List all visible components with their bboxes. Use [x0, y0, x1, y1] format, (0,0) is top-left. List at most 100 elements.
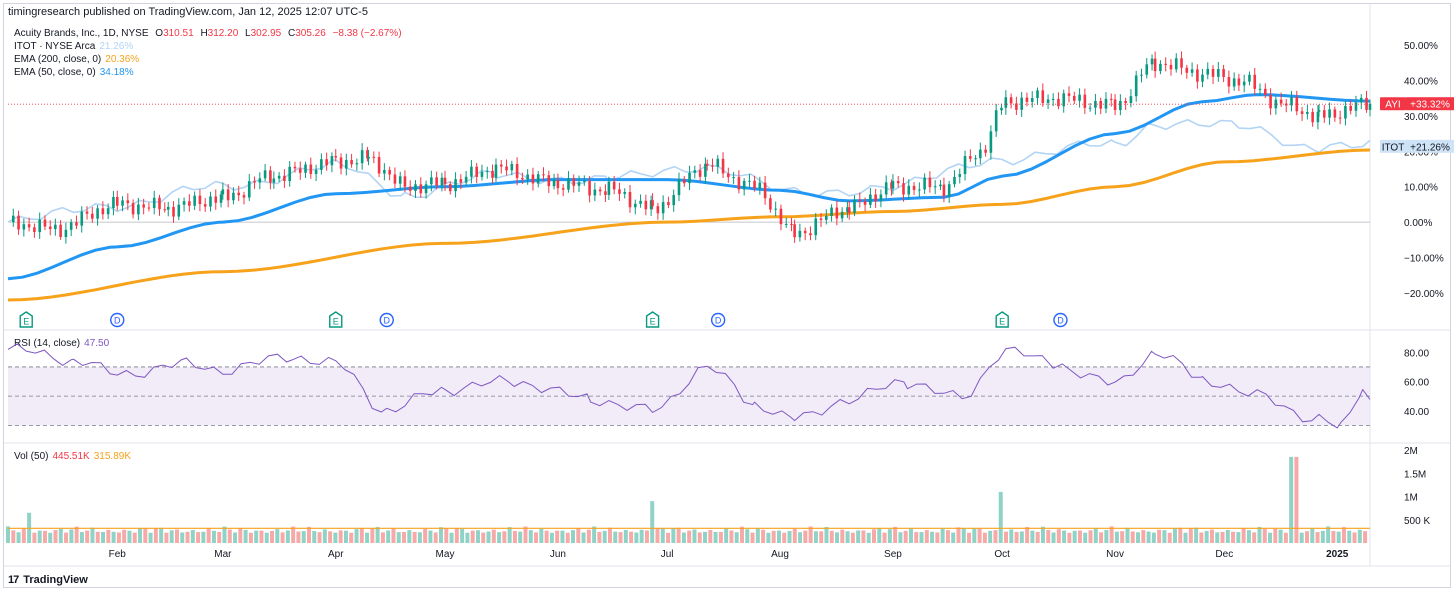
volume-bar	[919, 532, 924, 543]
volume-bar	[887, 529, 892, 543]
volume-bar	[644, 530, 649, 543]
tradingview-logo-icon: 17	[8, 574, 19, 586]
candle-body	[1134, 75, 1138, 97]
volume-bar	[555, 530, 560, 543]
candle-body	[688, 172, 691, 184]
volume-bar	[734, 532, 739, 543]
volume-bar	[845, 531, 850, 543]
volume-bar	[1030, 530, 1035, 543]
volume-bar	[407, 530, 412, 543]
volume-bar	[1120, 531, 1125, 543]
candle-body	[367, 156, 370, 159]
volume-bar	[1299, 532, 1304, 543]
candle-body	[979, 149, 982, 159]
legend-ema200-row[interactable]: EMA (200, close, 0) 20.36%	[14, 54, 140, 65]
volume-bar	[291, 526, 296, 543]
volume-bar	[285, 530, 290, 543]
volume-bar	[190, 530, 195, 543]
volume-bar	[227, 529, 232, 543]
volume-bar	[196, 532, 201, 543]
candle-body	[1274, 99, 1278, 109]
candle-body	[656, 206, 660, 214]
volume-bar	[306, 526, 311, 543]
candle-body	[408, 186, 412, 191]
volume-bar	[343, 530, 348, 543]
candle-body	[891, 181, 895, 189]
volume-bar	[259, 530, 264, 543]
candle-body	[403, 176, 407, 187]
candle-body	[847, 207, 851, 213]
candle-body	[38, 219, 41, 233]
candle-body	[779, 208, 783, 225]
legend-symbol-row[interactable]: Acuity Brands, Inc., 1D, NYSE O310.51 H3…	[14, 28, 410, 39]
candle-body	[1140, 74, 1143, 76]
legend-ema50-row[interactable]: EMA (50, close, 0) 34.18%	[14, 67, 134, 78]
volume-bar	[470, 530, 475, 543]
candle-body	[704, 163, 707, 177]
candle-body	[874, 194, 877, 202]
volume-bar	[750, 532, 755, 543]
candle-body	[298, 168, 302, 173]
candle-body	[1253, 74, 1257, 89]
legend-itot-row[interactable]: ITOT · NYSE Arca 21.26%	[14, 41, 134, 52]
candle-body	[182, 201, 186, 205]
candle-body	[91, 213, 94, 219]
volume-bar	[1088, 530, 1093, 543]
volume-bar	[961, 528, 966, 543]
candle-body	[372, 156, 376, 158]
candle-body	[809, 233, 812, 236]
candle-body	[1258, 88, 1262, 90]
candle-body	[177, 204, 181, 217]
candle-body	[942, 184, 946, 197]
candle-body	[567, 178, 570, 190]
volume-bar	[1347, 530, 1352, 543]
volume-bar	[1104, 530, 1109, 543]
volume-bar	[629, 531, 634, 543]
candle-body	[984, 149, 987, 153]
volume-bar	[956, 527, 961, 543]
volume-bar	[951, 532, 956, 543]
candle-body	[711, 165, 714, 167]
volume-bar	[565, 532, 570, 543]
candle-body	[1169, 64, 1173, 70]
volume-bar	[930, 531, 935, 543]
volume-bar	[1146, 531, 1151, 543]
candle-body	[784, 223, 788, 225]
candle-body	[345, 160, 348, 169]
candle-body	[27, 224, 31, 228]
legend-vol-row[interactable]: Vol (50) 445.51K 315.89K	[14, 451, 131, 462]
volume-bar	[243, 529, 248, 543]
legend-ohlc: O310.51 H312.20 L302.95 C305.26 −8.38 (−…	[155, 28, 402, 39]
volume-bar	[1241, 527, 1246, 543]
candle-body	[1099, 100, 1102, 109]
candle-body	[1248, 74, 1251, 82]
candle-body	[485, 170, 489, 172]
tradingview-brand[interactable]: 17 TradingView	[8, 574, 88, 586]
time-tick-label: Jul	[661, 549, 674, 560]
candle-body	[505, 166, 508, 171]
candle-body	[54, 224, 57, 230]
volume-bar	[454, 528, 459, 543]
candle-body	[884, 182, 888, 195]
candle-body	[1020, 97, 1023, 110]
candle-body	[604, 191, 607, 195]
volume-bar	[1252, 532, 1257, 543]
candle-body	[339, 157, 343, 169]
volume-bar	[1093, 528, 1098, 543]
candle-body	[716, 158, 720, 167]
volume-bar	[1246, 530, 1251, 543]
volume-bar	[328, 531, 333, 543]
candle-body	[661, 202, 665, 214]
candle-body	[499, 164, 503, 167]
candle-body	[330, 156, 334, 166]
candle-body	[464, 176, 468, 183]
volume-bar	[592, 526, 597, 543]
legend-rsi-row[interactable]: RSI (14, close) 47.50	[14, 338, 110, 349]
candle-body	[612, 181, 616, 190]
ema50-line	[7, 93, 1371, 281]
volume-bar	[755, 528, 760, 543]
volume-bar	[1304, 531, 1309, 543]
volume-bar	[69, 529, 74, 543]
volume-bar	[1072, 530, 1077, 543]
